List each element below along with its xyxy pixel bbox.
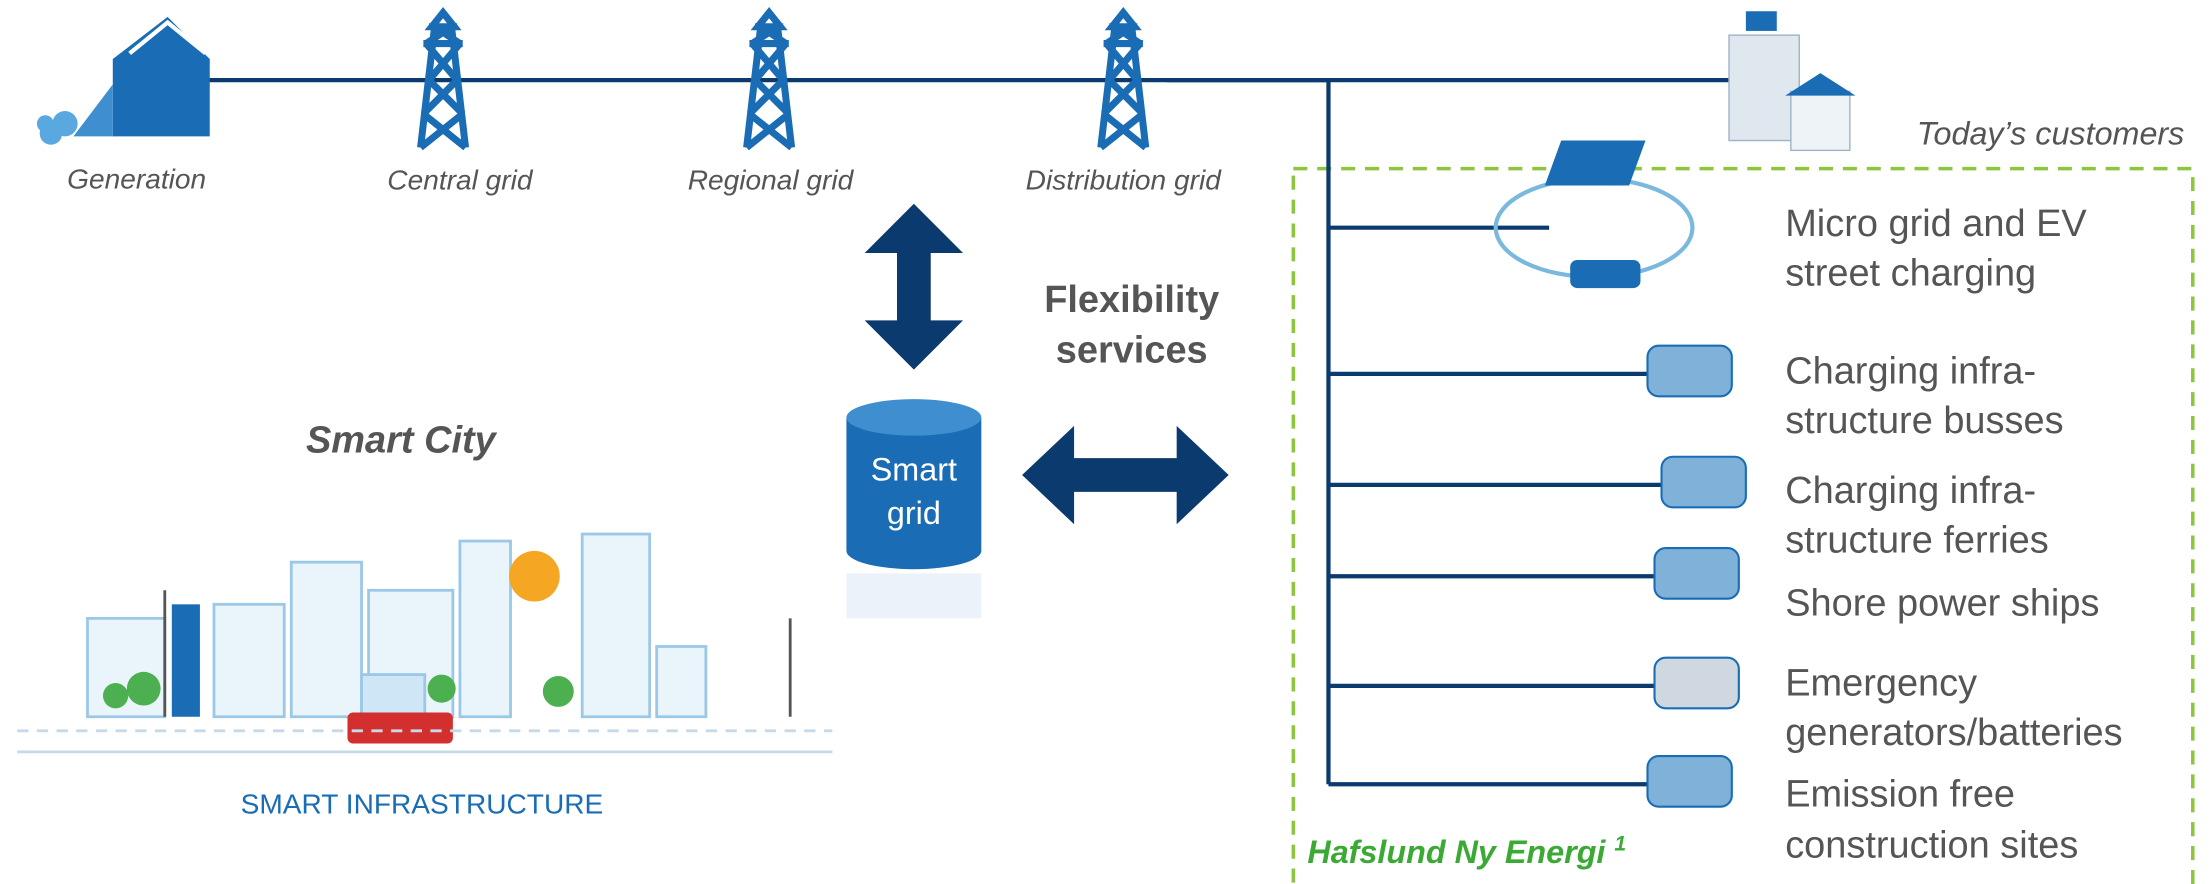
segment-icon [1646, 344, 1733, 398]
buildings-icon [1728, 11, 1856, 152]
horizontal-arrow [1022, 425, 1229, 525]
chain-label: Generation [67, 163, 206, 194]
smart-grid-label: grid [887, 495, 941, 531]
segment-label: structure busses [1785, 400, 2063, 442]
hafslund-box [1291, 166, 2195, 884]
segment-label: Shore power ships [1785, 583, 2099, 625]
city-illustration [17, 532, 833, 754]
segment-label: Micro grid and EV [1785, 203, 2087, 245]
hafslund-name: Hafslund Ny Energi [1307, 834, 1606, 870]
bus-line [1166, 78, 1331, 785]
segment-icon [1653, 547, 1740, 600]
segment-label: Emission free [1785, 774, 2015, 816]
smart-city-caption: SMART INFRASTRUCTURE [241, 789, 604, 820]
segment-label: structure ferries [1785, 519, 2049, 561]
segment-label: Charging infra- [1785, 351, 2036, 393]
chain-label: Central grid [387, 165, 534, 196]
customers-label: Today’s customers [1917, 116, 2185, 152]
vertical-arrow [864, 203, 964, 370]
segment-label: generators/batteries [1785, 712, 2122, 754]
smart-grid-cylinder [846, 399, 982, 619]
solar-panel [1544, 140, 1646, 186]
segment-icon [1653, 656, 1740, 710]
chain-label: Distribution grid [1026, 165, 1223, 196]
generation-icon [36, 16, 210, 145]
smart-city-title: Smart City [306, 420, 498, 462]
segment-icon [1660, 455, 1747, 509]
ev-car [1570, 260, 1641, 289]
smart-grid-label: Smart [871, 452, 957, 488]
chain-label: Regional grid [688, 165, 855, 196]
segment-label: construction sites [1785, 824, 2078, 866]
segment-label: Emergency [1785, 663, 1977, 705]
flexibility-label: services [1056, 330, 1208, 372]
segment-label: street charging [1785, 252, 2036, 294]
segment-label: Charging infra- [1785, 470, 2036, 512]
segment-icon [1646, 755, 1733, 808]
flexibility-label: Flexibility [1044, 279, 1219, 321]
hafslund-label: Hafslund Ny Energi 1 [1307, 832, 1626, 870]
hafslund-note: 1 [1614, 832, 1626, 855]
